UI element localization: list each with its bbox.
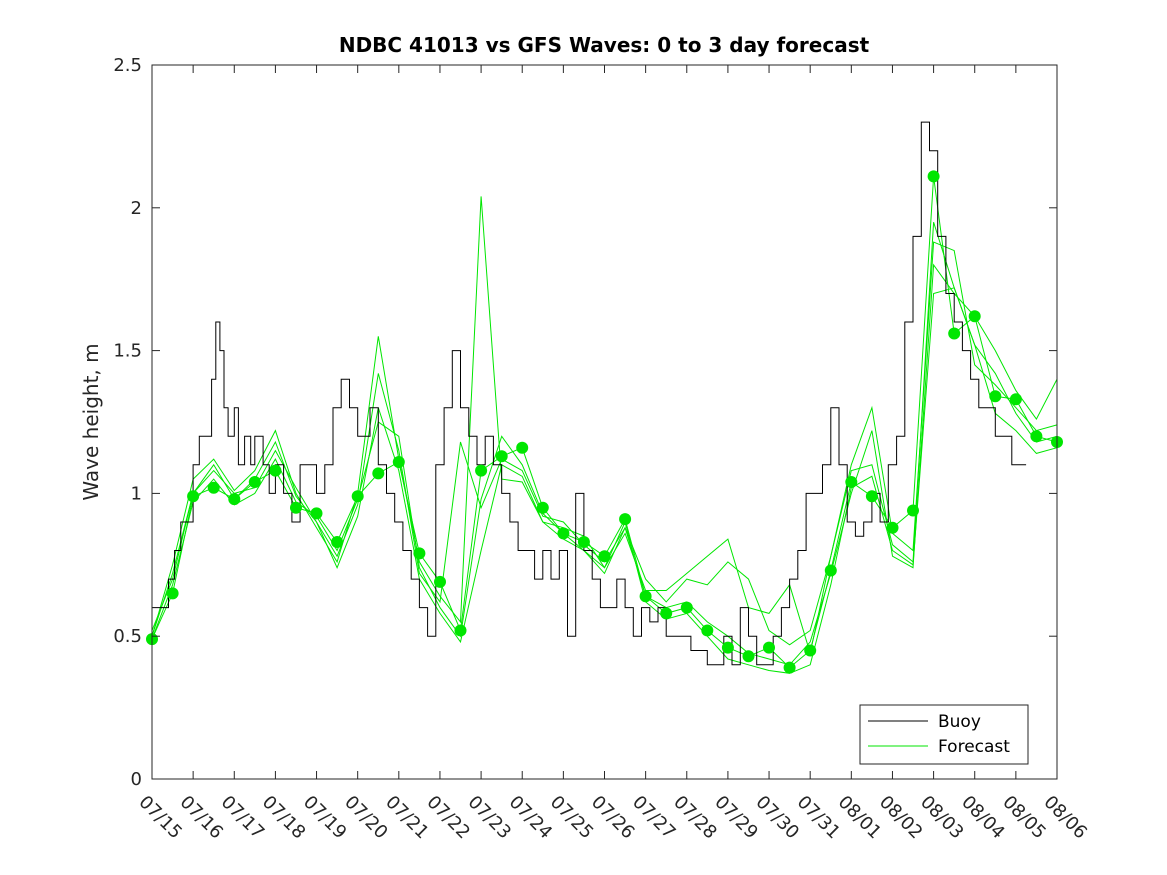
- forecast-point: [1030, 430, 1043, 443]
- forecast-point: [228, 493, 241, 506]
- forecast-point: [721, 641, 734, 654]
- forecast-point: [310, 507, 323, 520]
- series-line-forecast-5: [151, 263, 1058, 666]
- forecast-point: [577, 536, 590, 548]
- forecast-point: [948, 327, 961, 340]
- plot-area: [152, 65, 1057, 779]
- forecast-point: [598, 550, 611, 563]
- y-tick-label: 1: [131, 483, 142, 504]
- y-tick-label: 2.5: [113, 55, 142, 76]
- forecast-point: [331, 536, 344, 548]
- forecast-point: [907, 504, 919, 517]
- forecast-point: [269, 464, 282, 477]
- forecast-point: [804, 644, 817, 657]
- legend-box: [859, 704, 1029, 765]
- forecast-point: [824, 564, 837, 577]
- y-tick-label: 0.5: [113, 626, 142, 647]
- forecast-point: [968, 310, 981, 323]
- forecast-point: [783, 661, 796, 674]
- forecast-point: [701, 624, 714, 637]
- legend-entry-buoy: Buoy: [938, 712, 981, 732]
- forecast-point: [434, 575, 446, 588]
- legend-entry-forecast: Forecast: [938, 737, 1010, 757]
- forecast-point: [187, 490, 200, 503]
- forecast-point: [557, 527, 570, 540]
- forecast-point: [763, 641, 775, 654]
- forecast-point: [845, 476, 858, 488]
- forecast-point: [351, 490, 364, 503]
- forecast-markers: [146, 170, 1063, 674]
- forecast-point: [927, 170, 940, 183]
- forecast-point: [516, 441, 529, 454]
- forecast-point: [290, 501, 302, 514]
- forecast-point: [536, 501, 549, 514]
- y-axis-label: Wave height, m: [79, 343, 103, 500]
- forecast-point: [413, 547, 426, 560]
- series-line-forecast-4: [151, 287, 1058, 674]
- forecast-point: [372, 467, 385, 480]
- y-tick-label: 2: [131, 198, 142, 219]
- forecast-point: [680, 601, 693, 614]
- forecast-point: [660, 607, 673, 620]
- y-tick-label: 0: [131, 769, 142, 790]
- forecast-point: [865, 490, 878, 503]
- forecast-point: [886, 521, 899, 534]
- y-tick-label: 1.5: [113, 341, 142, 362]
- forecast-point: [475, 464, 488, 477]
- forecast-point: [495, 450, 508, 463]
- forecast-point: [207, 481, 220, 494]
- forecast-point: [989, 390, 1002, 403]
- series-line-buoy: [152, 121, 1027, 666]
- legend: Buoy Forecast: [859, 704, 1029, 765]
- forecast-point: [248, 476, 261, 488]
- forecast-point: [619, 513, 632, 526]
- chart-title: NDBC 41013 vs GFS Waves: 0 to 3 day fore…: [339, 33, 870, 57]
- forecast-point: [392, 456, 405, 468]
- forecast-point: [1009, 393, 1022, 406]
- forecast-point: [639, 590, 652, 603]
- forecast-point: [454, 624, 467, 637]
- forecast-point: [166, 587, 179, 600]
- forecast-point: [742, 650, 755, 663]
